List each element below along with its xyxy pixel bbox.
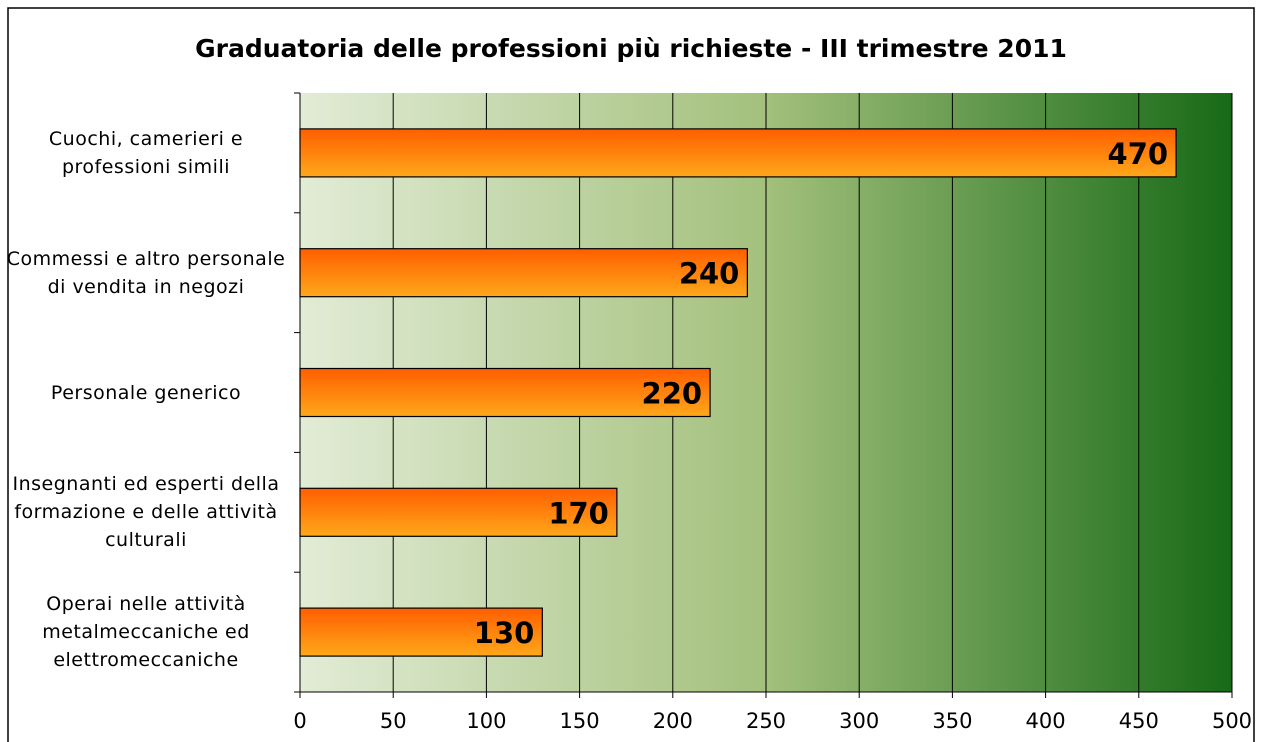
y-tick-label: Cuochi, camerieri e professioni simili (48, 127, 244, 178)
data-label: 220 (642, 377, 703, 411)
bar (299, 607, 543, 657)
bar (299, 367, 711, 418)
chart-title: Graduatoria delle professioni più richie… (195, 34, 1067, 63)
x-tick-label: 450 (1119, 709, 1159, 733)
x-tick-label: 100 (466, 709, 506, 733)
x-tick-label: 150 (560, 709, 600, 733)
data-label: 130 (474, 616, 535, 650)
x-tick-label: 500 (1212, 709, 1252, 733)
bar (299, 487, 618, 537)
x-tick-label: 300 (839, 709, 879, 733)
bar (299, 128, 1177, 178)
x-tick-label: 350 (932, 709, 972, 733)
x-tick-label: 400 (1026, 709, 1066, 733)
x-tick-label: 200 (653, 709, 693, 733)
x-tick-label: 50 (380, 709, 407, 733)
x-tick-label: 250 (746, 709, 786, 733)
y-tick-label: Insegnanti ed esperti della formazione e… (12, 473, 280, 552)
y-tick-label: Operai nelle attività metalmeccaniche ed… (42, 593, 250, 672)
y-tick-label: Personale generico (50, 381, 242, 404)
data-label: 170 (548, 496, 609, 530)
y-tick-label: Commessi e altro personale di vendita in… (6, 247, 286, 298)
data-label: 240 (679, 257, 740, 291)
x-tick-label: 0 (293, 709, 306, 733)
data-label: 470 (1108, 137, 1169, 171)
bar (299, 248, 748, 298)
frame (7, 7, 1255, 742)
